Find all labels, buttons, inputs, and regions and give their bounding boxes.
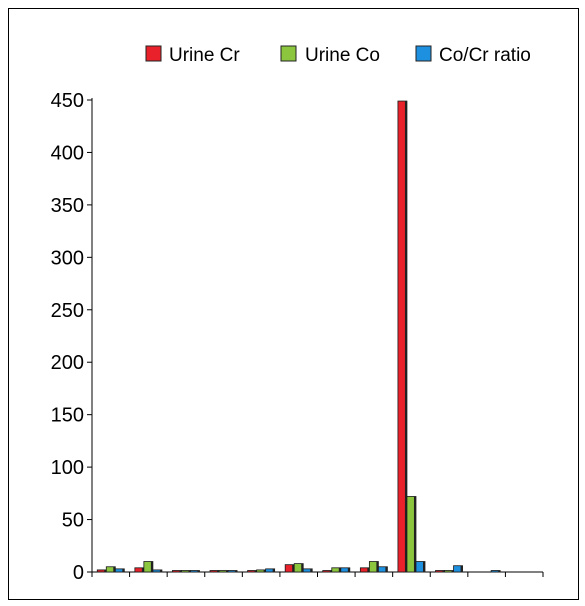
bar-shade bbox=[376, 561, 379, 572]
bar-shade bbox=[301, 563, 304, 572]
y-tick-label: 0 bbox=[73, 562, 84, 584]
chart-frame: Urine Cr Urine Co Co/Cr ratio 0 50 100 150 200… bbox=[8, 8, 579, 600]
bar-shade bbox=[263, 569, 266, 572]
legend-label: Urine Cr bbox=[169, 45, 240, 66]
bar-shade bbox=[292, 564, 295, 572]
legend-label: Co/Cr ratio bbox=[439, 45, 531, 66]
bar-shade bbox=[338, 567, 341, 572]
bar-shade bbox=[422, 561, 425, 572]
bar-shade bbox=[113, 566, 116, 572]
bar-shade bbox=[104, 569, 107, 572]
bar-shade bbox=[385, 566, 388, 572]
bar-shade bbox=[254, 570, 257, 572]
bar bbox=[114, 568, 125, 573]
legend: Urine Cr Urine Co Co/Cr ratio bbox=[145, 45, 531, 66]
x-axis bbox=[91, 571, 544, 577]
y-axis: 0 50 100 150 200 250 300 350 400 450 bbox=[51, 90, 93, 584]
legend-swatch bbox=[415, 45, 432, 62]
bar-shade bbox=[159, 569, 162, 572]
bar-shade bbox=[217, 570, 220, 572]
bar-shade bbox=[404, 101, 407, 572]
bar-shade bbox=[347, 567, 350, 572]
y-tick-label: 350 bbox=[51, 195, 84, 217]
y-tick-label: 200 bbox=[51, 352, 84, 374]
y-tick-label: 100 bbox=[51, 457, 84, 479]
bar-shade bbox=[179, 570, 182, 572]
bars bbox=[96, 100, 501, 573]
y-tick-label: 250 bbox=[51, 300, 84, 322]
bar-shade bbox=[272, 568, 275, 572]
bar-shade bbox=[460, 565, 463, 572]
y-tick-label: 50 bbox=[62, 510, 84, 532]
y-tick-label: 300 bbox=[51, 247, 84, 269]
bar-shade bbox=[498, 570, 501, 572]
legend-swatch bbox=[280, 45, 297, 62]
bar-shade bbox=[310, 568, 313, 572]
legend-swatch bbox=[145, 45, 162, 62]
bar-chart: Urine Cr Urine Co Co/Cr ratio 0 50 100 150 200… bbox=[51, 45, 544, 584]
bar-shade bbox=[235, 570, 238, 572]
bar-shade bbox=[329, 570, 332, 572]
bar bbox=[190, 570, 200, 573]
legend-label: Urine Co bbox=[305, 45, 380, 66]
bar-shade bbox=[122, 568, 125, 572]
bar-shade bbox=[226, 570, 229, 572]
bar-shade bbox=[188, 570, 191, 572]
y-tick-label: 450 bbox=[51, 90, 84, 112]
bar-shade bbox=[141, 567, 144, 572]
bar-shade bbox=[413, 496, 416, 572]
bar-shade bbox=[451, 570, 454, 572]
bar-shade bbox=[367, 567, 370, 572]
bar-shade bbox=[150, 561, 153, 572]
y-tick-label: 400 bbox=[51, 142, 84, 164]
y-tick-label: 150 bbox=[51, 405, 84, 427]
bar-shade bbox=[442, 570, 445, 572]
bar-shade bbox=[197, 570, 200, 572]
bar bbox=[143, 561, 154, 573]
